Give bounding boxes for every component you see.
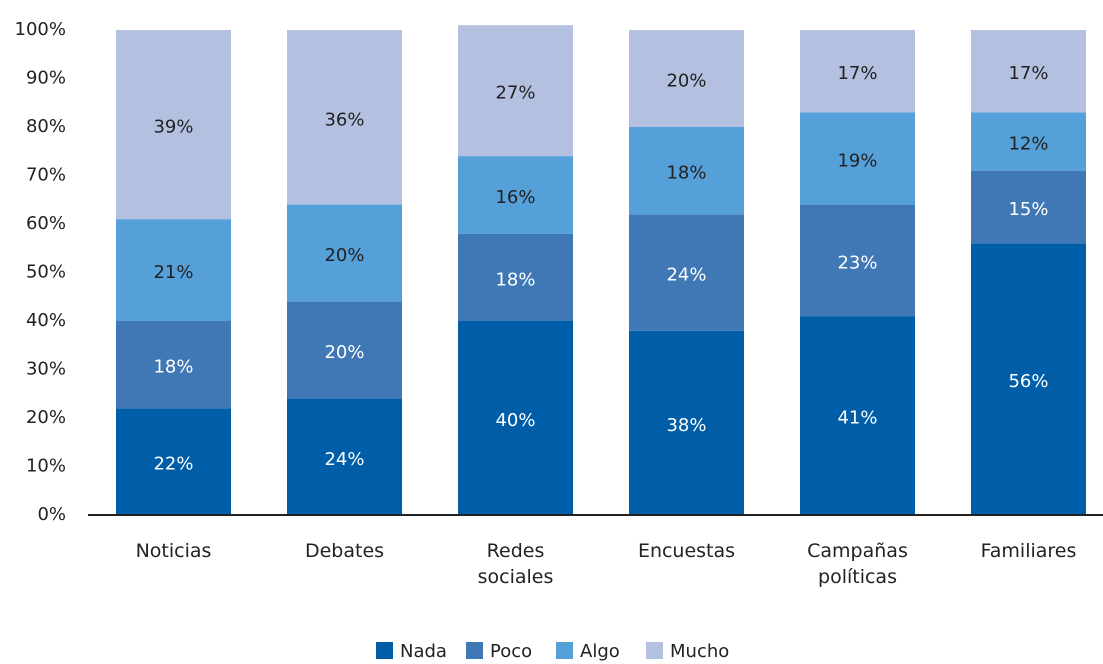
y-tick-label: 40% [26,310,66,331]
data-label: 19% [837,151,877,172]
data-label: 15% [1008,199,1048,220]
bar-segment [800,204,915,317]
x-tick-label: Familiares [980,540,1077,562]
legend-swatch [646,642,663,659]
bar-segment [287,398,402,515]
legend-swatch [466,642,483,659]
data-label: 18% [495,269,535,290]
data-label: 18% [666,163,706,184]
bar-segment [116,321,231,409]
data-label: 20% [324,245,364,266]
data-label: 41% [837,408,877,429]
bar-segment [287,30,402,205]
legend-label: Poco [490,641,532,662]
x-tick-label: Debates [304,540,385,562]
data-label: 38% [666,415,706,436]
bar-segment [629,214,744,331]
data-label: 18% [153,357,193,378]
x-tick-label: Noticias [135,540,212,562]
y-tick-label: 60% [26,213,66,234]
legend-label: Mucho [670,641,729,662]
y-tick-label: 0% [37,504,66,525]
bar-segment [629,127,744,215]
x-tick-label: Redes sociales [477,540,554,588]
bar-segment [800,316,915,515]
bar-segment [287,301,402,399]
bar-segment [971,170,1086,244]
y-tick-label: 20% [26,407,66,428]
legend-label: Nada [400,641,447,662]
y-tick-label: 80% [26,116,66,137]
bar-segment [971,30,1086,113]
y-tick-label: 30% [26,359,66,380]
data-label: 16% [495,187,535,208]
data-label: 56% [1008,371,1048,392]
y-tick-label: 90% [26,68,66,89]
data-label: 20% [666,71,706,92]
data-label: 21% [153,262,193,283]
y-tick-label: 50% [26,262,66,283]
bar-segment [116,408,231,515]
y-tick-label: 100% [15,19,66,40]
legend-swatch [376,642,393,659]
data-label: 24% [666,265,706,286]
bar-segment [287,204,402,302]
bar-segment [458,25,573,157]
data-label: 20% [324,342,364,363]
legend-swatch [556,642,573,659]
data-label: 39% [153,117,193,138]
bar-segment [629,30,744,127]
bar-segment [971,112,1086,171]
data-label: 12% [1008,134,1048,155]
bar-segment [629,330,744,515]
bar-segment [116,219,231,321]
data-label: 27% [495,83,535,104]
bar-segment [800,30,915,113]
data-label: 22% [153,454,193,475]
legend-label: Algo [580,641,620,662]
y-tick-label: 10% [26,456,66,477]
y-tick-label: 70% [26,165,66,186]
bar-segment [458,233,573,321]
bar-segment [458,156,573,234]
bar-segment [800,112,915,205]
data-label: 17% [837,63,877,84]
x-tick-label: Campañas políticas [807,540,908,588]
bar-segment [971,243,1086,515]
data-label: 23% [837,252,877,273]
bar-segment [116,30,231,220]
data-label: 36% [324,109,364,130]
bar-segment [458,321,573,515]
x-tick-label: Encuestas [637,540,736,562]
data-label: 17% [1008,63,1048,84]
data-label: 24% [324,449,364,470]
data-label: 40% [495,410,535,431]
